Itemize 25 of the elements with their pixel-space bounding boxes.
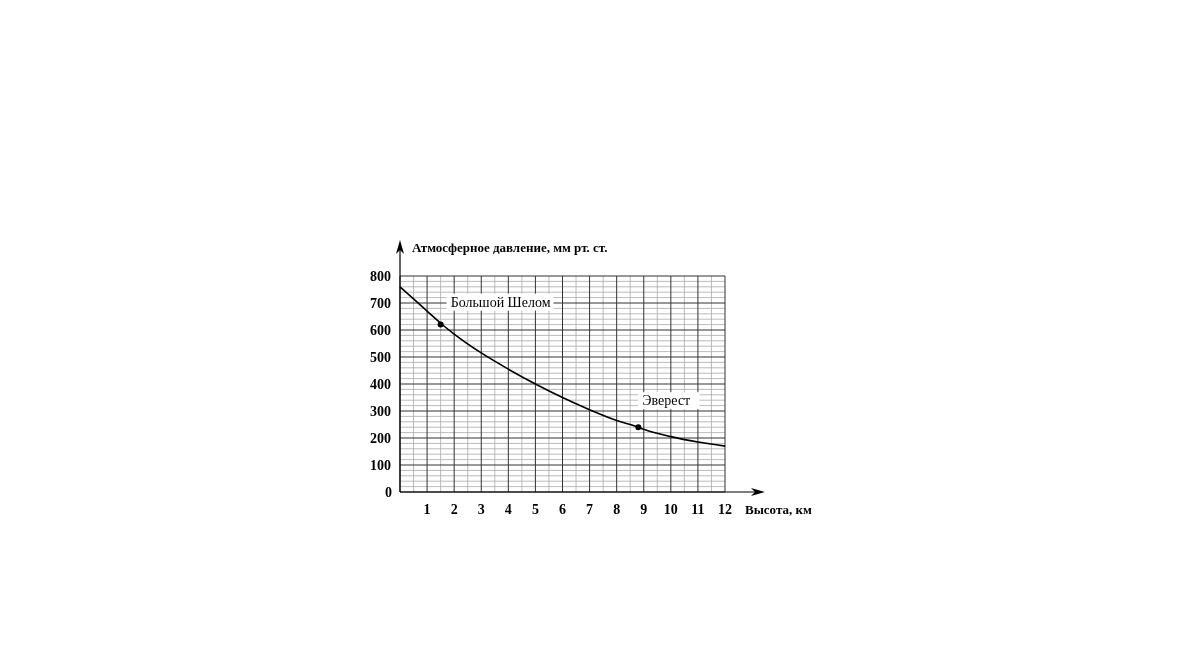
x-tick-label: 5 (531, 502, 539, 517)
y-tick-label: 300 (370, 404, 391, 419)
y-axis-title: Атмосферное давление, мм рт. ст. (412, 240, 608, 255)
x-tick-label: 6 (559, 502, 566, 517)
x-axis-title: Высота, км (745, 502, 812, 517)
y-tick-label: 600 (370, 323, 391, 338)
x-tick-label: 9 (640, 502, 648, 517)
x-tick-label: 1 (423, 502, 431, 517)
annotation: Эверест (642, 393, 691, 409)
y-tick-label: 800 (370, 269, 391, 284)
x-tick-label: 12 (718, 502, 732, 517)
annotation: Большой Шелом (450, 294, 551, 310)
y-tick-label: 400 (370, 377, 391, 392)
y-tick-label: 200 (370, 431, 391, 446)
x-tick-label: 11 (691, 502, 705, 517)
y-tick-label: 700 (370, 296, 391, 311)
x-tick-label: 10 (663, 502, 678, 517)
x-tick-label: 8 (613, 502, 621, 517)
y-tick-label: 0 (385, 485, 392, 500)
y-tick-label: 500 (370, 350, 391, 365)
x-tick-label: 3 (477, 502, 485, 517)
y-tick-label: 100 (370, 458, 391, 473)
x-tick-label: 7 (586, 502, 594, 517)
x-tick-label: 2 (450, 502, 458, 517)
x-tick-label: 4 (504, 502, 512, 517)
